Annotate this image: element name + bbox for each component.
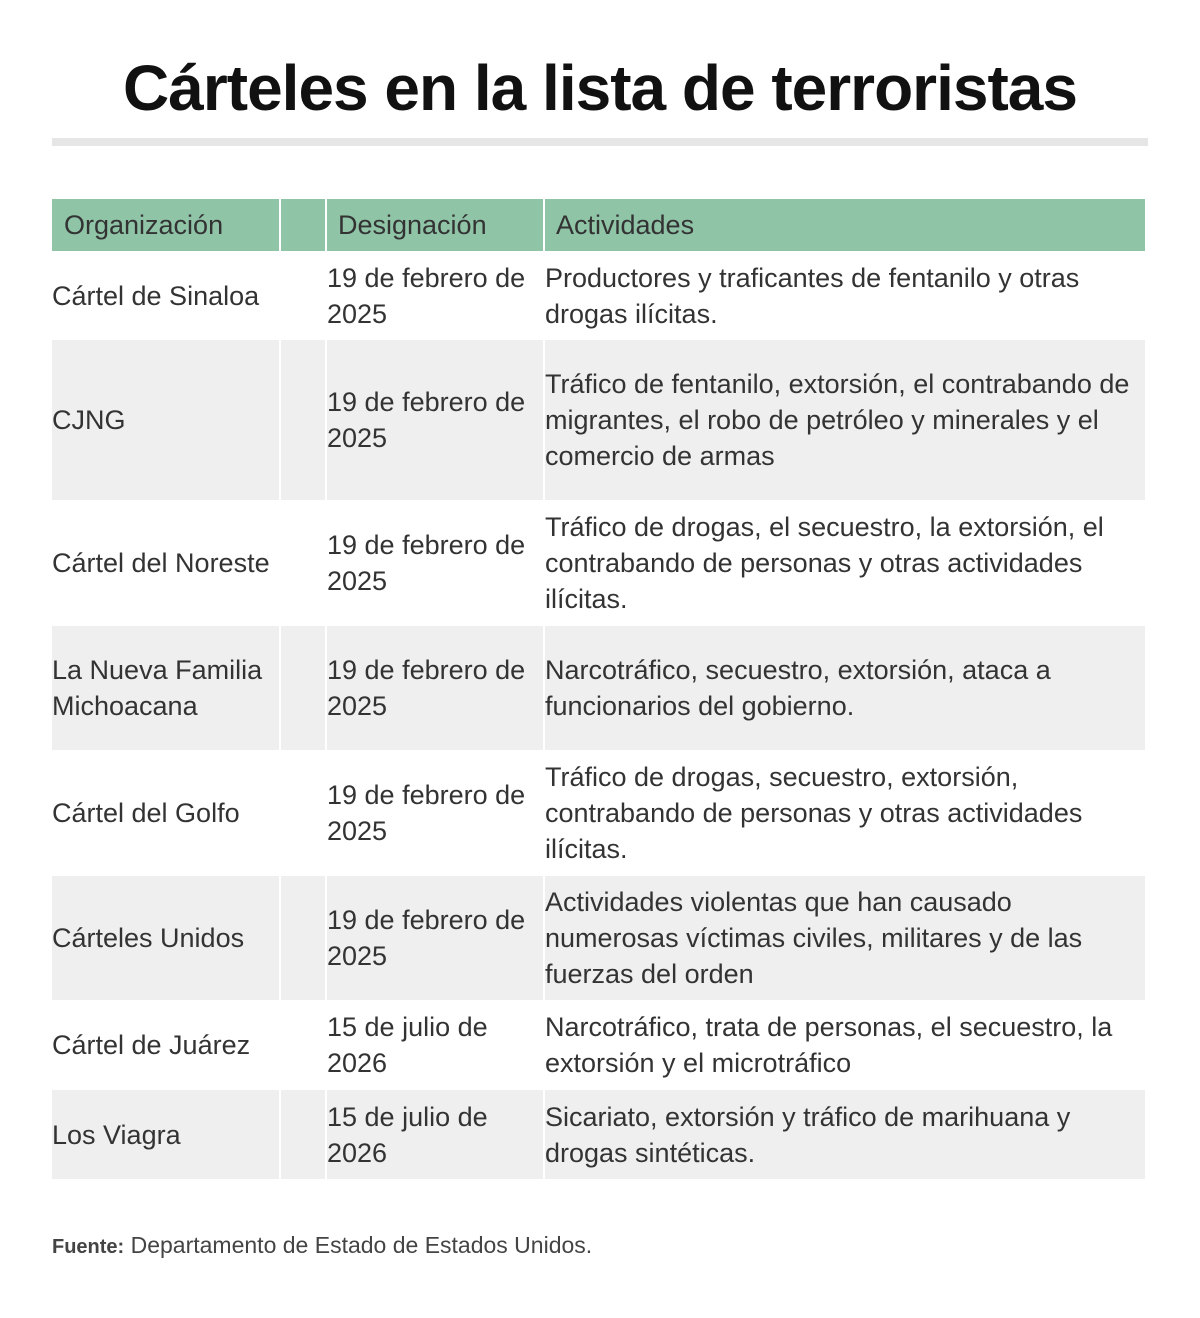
- cell-activities: Tráfico de fentanilo, extorsión, el cont…: [545, 340, 1145, 500]
- page-title: Cárteles en la lista de terroristas: [123, 52, 1078, 124]
- cell-blank: [281, 340, 325, 500]
- header-blank: [281, 199, 325, 251]
- cell-blank: [281, 750, 325, 876]
- cell-organization: La Nueva Familia Michoacana: [52, 626, 279, 750]
- cell-organization: Cártel del Golfo: [52, 750, 279, 876]
- cell-organization: CJNG: [52, 340, 279, 500]
- cell-organization: Cárteles Unidos: [52, 876, 279, 1000]
- cell-designation: 19 de febrero de 2025: [327, 876, 543, 1000]
- cell-organization: Cártel del Noreste: [52, 500, 279, 626]
- cell-activities: Narcotráfico, secuestro, extorsión, atac…: [545, 626, 1145, 750]
- cell-blank: [281, 1090, 325, 1179]
- cell-activities: Productores y traficantes de fentanilo y…: [545, 251, 1145, 340]
- cell-organization: Los Viagra: [52, 1090, 279, 1179]
- cell-blank: [281, 251, 325, 340]
- cell-activities: Tráfico de drogas, secuestro, extorsión,…: [545, 750, 1145, 876]
- cell-activities: Sicariato, extorsión y tráfico de marihu…: [545, 1090, 1145, 1179]
- cell-activities: Actividades violentas que han causado nu…: [545, 876, 1145, 1000]
- cell-designation: 19 de febrero de 2025: [327, 340, 543, 500]
- cell-blank: [281, 500, 325, 626]
- cell-blank: [281, 1000, 325, 1090]
- cell-designation: 19 de febrero de 2025: [327, 626, 543, 750]
- cell-blank: [281, 876, 325, 1000]
- cartels-table: Organización Designación Actividades Cár…: [52, 199, 1145, 1179]
- header-activities: Actividades: [545, 199, 1145, 251]
- source-text: Departamento de Estado de Estados Unidos…: [130, 1232, 593, 1258]
- header-designation: Designación: [327, 199, 543, 251]
- cell-organization: Cártel de Juárez: [52, 1000, 279, 1090]
- cell-designation: 19 de febrero de 2025: [327, 500, 543, 626]
- cell-organization: Cártel de Sinaloa: [52, 251, 279, 340]
- cell-activities: Narcotráfico, trata de personas, el secu…: [545, 1000, 1145, 1090]
- cell-designation: 19 de febrero de 2025: [327, 251, 543, 340]
- source-label: Fuente:: [52, 1236, 125, 1258]
- title-divider: [52, 138, 1148, 146]
- cell-designation: 15 de julio de 2026: [327, 1000, 543, 1090]
- cell-activities: Tráfico de drogas, el secuestro, la exto…: [545, 500, 1145, 626]
- source-note: Fuente: Departamento de Estado de Estado…: [52, 1232, 592, 1259]
- cell-blank: [281, 626, 325, 750]
- header-organization: Organización: [52, 199, 279, 251]
- cell-designation: 15 de julio de 2026: [327, 1090, 543, 1179]
- cell-designation: 19 de febrero de 2025: [327, 750, 543, 876]
